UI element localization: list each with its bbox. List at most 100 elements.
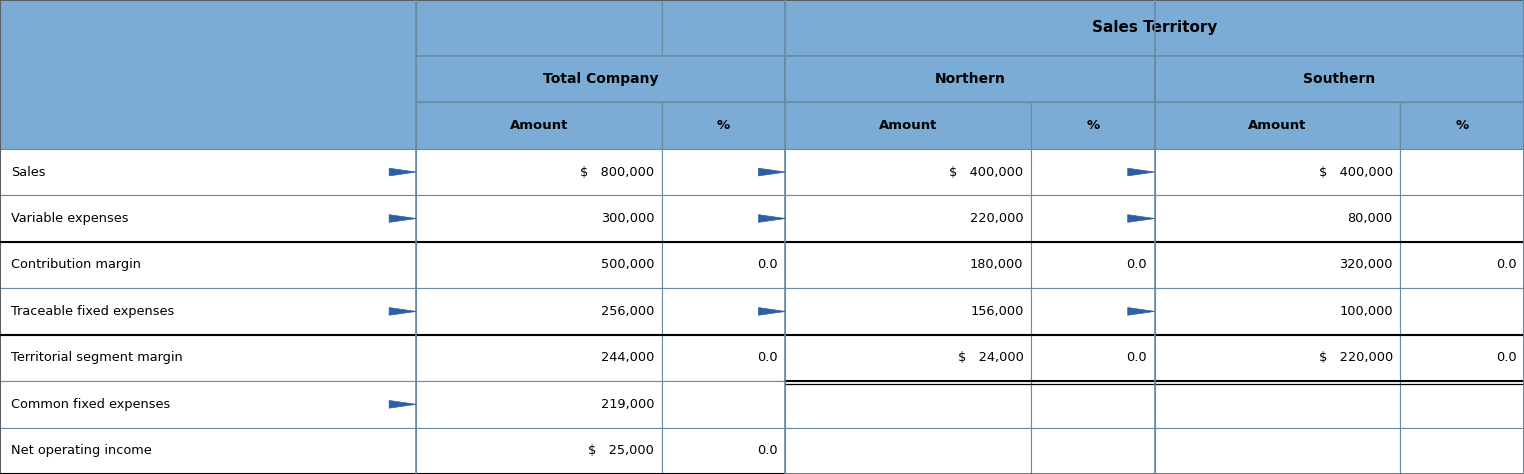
Text: 244,000: 244,000 (600, 351, 654, 365)
Text: 0.0: 0.0 (757, 258, 777, 272)
Text: 80,000: 80,000 (1347, 212, 1393, 225)
Text: 0.0: 0.0 (1497, 258, 1516, 272)
Bar (416, 56, 785, 102)
Bar (785, 149, 1032, 195)
Polygon shape (389, 168, 416, 176)
Bar (1401, 102, 1524, 149)
Bar (416, 102, 661, 149)
Bar (661, 0, 785, 56)
Bar (0, 242, 416, 288)
Text: $   25,000: $ 25,000 (588, 444, 654, 457)
Text: Southern: Southern (1303, 72, 1376, 86)
Bar (661, 288, 785, 335)
Bar (785, 288, 1032, 335)
Bar (785, 381, 1032, 428)
Bar (1032, 381, 1155, 428)
Polygon shape (1128, 215, 1155, 222)
Text: Territorial segment margin: Territorial segment margin (11, 351, 183, 365)
Bar (661, 335, 785, 381)
Bar (1155, 102, 1401, 149)
Bar (416, 195, 661, 242)
Bar (785, 242, 1032, 288)
Polygon shape (759, 168, 785, 176)
Text: Sales: Sales (11, 165, 46, 179)
Text: Total Company: Total Company (543, 72, 658, 86)
Bar (1032, 102, 1155, 149)
Text: Northern: Northern (934, 72, 1006, 86)
Bar (785, 335, 1032, 381)
Text: $   24,000: $ 24,000 (957, 351, 1024, 365)
Bar (1155, 428, 1401, 474)
Text: 0.0: 0.0 (1126, 258, 1148, 272)
Bar (416, 149, 661, 195)
Bar (1155, 335, 1401, 381)
Bar (1401, 335, 1524, 381)
Text: 219,000: 219,000 (600, 398, 654, 411)
Bar (0, 195, 416, 242)
Bar (785, 0, 1524, 56)
Bar (1401, 149, 1524, 195)
Bar (1155, 195, 1401, 242)
Bar (1032, 428, 1155, 474)
Bar (1155, 149, 1401, 195)
Bar (785, 195, 1032, 242)
Text: 100,000: 100,000 (1340, 305, 1393, 318)
Bar (0, 335, 416, 381)
Text: $   400,000: $ 400,000 (1318, 165, 1393, 179)
Text: $   800,000: $ 800,000 (581, 165, 654, 179)
Bar (1155, 288, 1401, 335)
Bar (1401, 428, 1524, 474)
Bar (1032, 149, 1155, 195)
Text: 320,000: 320,000 (1340, 258, 1393, 272)
Bar (661, 242, 785, 288)
Bar (416, 288, 661, 335)
Text: Amount: Amount (1248, 119, 1306, 132)
Polygon shape (389, 401, 416, 408)
Bar (1032, 288, 1155, 335)
Text: 180,000: 180,000 (969, 258, 1024, 272)
Bar (661, 149, 785, 195)
Bar (0, 428, 416, 474)
Text: 300,000: 300,000 (600, 212, 654, 225)
Text: Common fixed expenses: Common fixed expenses (11, 398, 171, 411)
Bar (0, 288, 416, 335)
Text: 0.0: 0.0 (757, 351, 777, 365)
Text: Amount: Amount (879, 119, 937, 132)
Bar (1155, 242, 1401, 288)
Text: 500,000: 500,000 (600, 258, 654, 272)
Bar (416, 335, 661, 381)
Bar (1155, 56, 1524, 102)
Bar (785, 56, 1155, 102)
Bar (0, 381, 416, 428)
Text: %: % (1455, 119, 1469, 132)
Text: Variable expenses: Variable expenses (11, 212, 128, 225)
Polygon shape (759, 308, 785, 315)
Bar (785, 102, 1032, 149)
Text: %: % (1087, 119, 1099, 132)
Bar (0, 149, 416, 195)
Polygon shape (389, 215, 416, 222)
Polygon shape (759, 215, 785, 222)
Text: Net operating income: Net operating income (11, 444, 152, 457)
Bar (416, 428, 661, 474)
Text: 0.0: 0.0 (1497, 351, 1516, 365)
Bar (1401, 288, 1524, 335)
Bar (416, 0, 661, 56)
Polygon shape (1128, 168, 1155, 176)
Bar (0, 0, 416, 149)
Bar (416, 242, 661, 288)
Text: Contribution margin: Contribution margin (11, 258, 142, 272)
Bar (661, 102, 785, 149)
Bar (785, 428, 1032, 474)
Bar (1155, 381, 1401, 428)
Bar (0, 0, 1524, 149)
Bar (1401, 381, 1524, 428)
Bar (1032, 242, 1155, 288)
Text: %: % (716, 119, 730, 132)
Text: 0.0: 0.0 (1126, 351, 1148, 365)
Text: 220,000: 220,000 (969, 212, 1024, 225)
Polygon shape (389, 308, 416, 315)
Text: $   220,000: $ 220,000 (1318, 351, 1393, 365)
Text: $   400,000: $ 400,000 (949, 165, 1024, 179)
Bar (1401, 195, 1524, 242)
